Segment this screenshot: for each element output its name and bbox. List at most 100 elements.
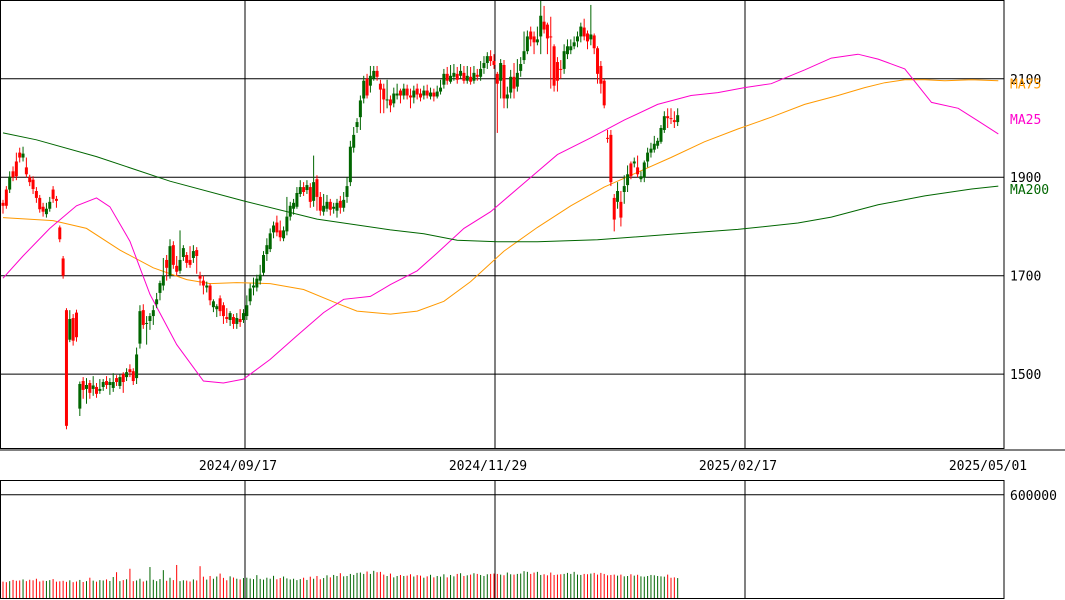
candle — [305, 180, 309, 194]
date-axis: 2024/09/17 2024/11/29 2025/02/17 2025/05/01 — [199, 459, 1027, 474]
candle — [88, 380, 92, 399]
candle — [569, 39, 573, 55]
volume-panel-frame — [0, 480, 1005, 599]
candle — [24, 157, 28, 178]
candle — [221, 302, 225, 324]
candle — [191, 245, 195, 263]
candle — [522, 31, 526, 64]
candle — [91, 376, 95, 396]
candle — [332, 202, 336, 214]
candle — [105, 376, 109, 389]
candle — [71, 314, 75, 346]
candle — [151, 305, 155, 325]
candle — [225, 308, 229, 323]
candle — [268, 228, 272, 253]
candle — [95, 383, 99, 398]
candle — [402, 83, 406, 100]
candle — [575, 31, 579, 48]
candle — [669, 108, 673, 125]
ma-label-ma200: MA200 — [1010, 183, 1049, 198]
candle — [198, 271, 202, 286]
candle — [442, 68, 446, 89]
volume-tick-label: 600000 — [1010, 489, 1057, 504]
candle — [649, 142, 653, 158]
moving-average-lines — [2, 53, 999, 384]
candle — [248, 283, 252, 306]
candle — [545, 22, 549, 55]
candle — [485, 52, 489, 69]
candle — [555, 57, 559, 92]
candle — [335, 198, 339, 218]
candle — [469, 66, 473, 85]
candle — [34, 187, 38, 203]
candle — [542, 5, 546, 34]
candle — [475, 68, 479, 81]
candle — [552, 44, 556, 92]
candle — [78, 381, 82, 416]
price-grid — [0, 0, 1004, 448]
candle — [388, 95, 392, 113]
candle — [21, 146, 25, 162]
volume-grid — [0, 480, 1004, 598]
price-panel-frame — [0, 0, 1005, 449]
candle — [392, 87, 396, 108]
candle — [161, 257, 165, 291]
ma-label-ma75: MA75 — [1010, 78, 1041, 93]
candle — [181, 245, 185, 261]
candle — [51, 186, 55, 203]
date-label: 2024/09/17 — [199, 459, 277, 474]
candle — [171, 241, 175, 269]
candle — [98, 379, 102, 394]
candle — [58, 225, 62, 243]
candle — [228, 311, 232, 326]
candle — [482, 56, 486, 74]
candle — [158, 280, 162, 301]
candle — [385, 79, 389, 109]
ma-line-ma25 — [2, 53, 999, 384]
candle — [422, 85, 426, 100]
candle — [509, 69, 513, 99]
candle — [145, 316, 149, 345]
candle — [61, 256, 65, 279]
price-tick-label: 1700 — [1010, 270, 1041, 285]
candle — [662, 111, 666, 133]
candle — [175, 256, 179, 276]
candle — [288, 201, 292, 221]
candle — [382, 83, 386, 114]
candle — [308, 183, 312, 208]
candle — [81, 377, 85, 399]
candle — [375, 65, 379, 81]
candle — [445, 66, 449, 85]
candle — [642, 160, 646, 183]
candle — [532, 31, 536, 55]
candle — [1, 199, 5, 214]
candle — [639, 171, 643, 183]
candle — [328, 198, 332, 216]
candle — [302, 182, 306, 196]
candle — [241, 309, 245, 323]
candle — [586, 30, 589, 50]
date-label: 2025/02/17 — [699, 459, 777, 474]
candle — [205, 281, 209, 293]
candle — [64, 308, 68, 430]
candle — [479, 61, 483, 81]
candle — [355, 118, 359, 133]
candle — [435, 85, 439, 99]
candle — [235, 313, 239, 329]
price-tick-label: 1900 — [1010, 171, 1041, 186]
candle — [572, 36, 576, 50]
candle — [131, 368, 135, 385]
candle — [502, 60, 506, 109]
candle — [108, 378, 112, 395]
candle — [505, 86, 509, 109]
candle — [539, 0, 543, 55]
candle — [529, 26, 533, 47]
candle — [646, 147, 650, 168]
candle — [652, 135, 656, 153]
candle — [85, 378, 88, 404]
candle — [405, 84, 409, 100]
candle — [659, 125, 663, 144]
candle — [255, 274, 259, 292]
candle — [125, 368, 129, 382]
